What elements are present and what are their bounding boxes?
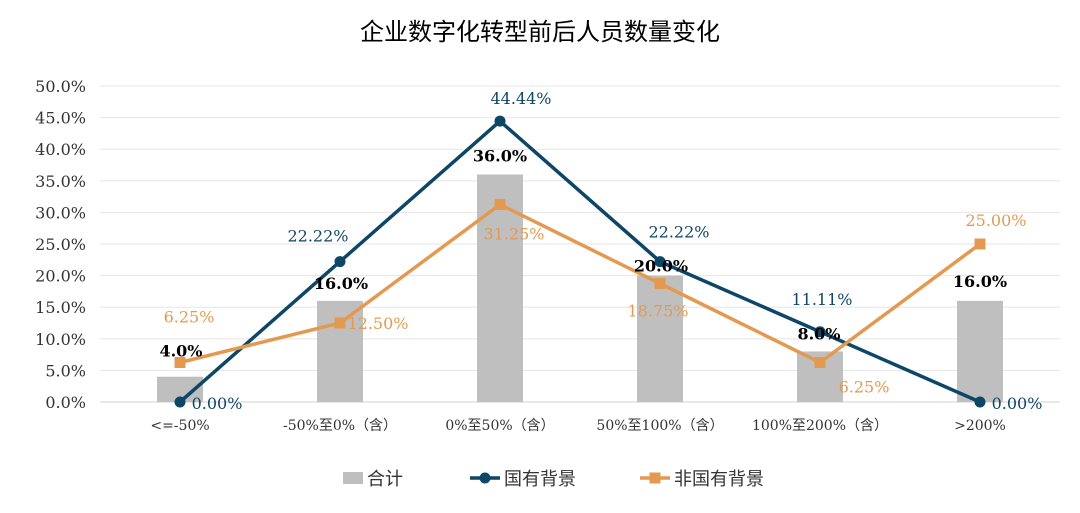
data-label: 0.00% xyxy=(192,394,243,413)
y-tick-label: 10.0% xyxy=(35,330,86,349)
y-tick-label: 45.0% xyxy=(35,109,86,128)
legend-label: 国有背景 xyxy=(504,469,576,490)
data-label: 22.22% xyxy=(648,223,709,242)
legend-marker xyxy=(479,472,491,484)
data-label: 16.0% xyxy=(953,272,1007,291)
data-label: 6.25% xyxy=(164,308,215,327)
y-tick-label: 25.0% xyxy=(35,235,86,254)
line-point xyxy=(974,238,986,250)
y-tick-label: 20.0% xyxy=(35,267,86,286)
line-series-2 xyxy=(179,202,982,365)
data-label: 18.75% xyxy=(627,302,688,321)
y-tick-label: 30.0% xyxy=(35,203,86,222)
data-label: 16.0% xyxy=(314,274,368,293)
bar-5 xyxy=(957,300,1003,402)
data-label: 44.44% xyxy=(490,89,551,108)
line-point xyxy=(494,199,506,210)
x-tick-label: 50%至100%（含） xyxy=(596,418,723,434)
line-series-1 xyxy=(178,118,981,404)
legend-label: 合计 xyxy=(367,469,403,490)
data-label: 6.25% xyxy=(839,378,890,397)
y-tick-label: 15.0% xyxy=(35,298,86,317)
data-label: 25.00% xyxy=(965,211,1026,230)
line-point xyxy=(654,278,666,289)
line-point xyxy=(174,357,186,368)
y-tick-label: 0.0% xyxy=(45,393,86,412)
bar-3 xyxy=(637,275,683,402)
y-tick-label: 40.0% xyxy=(35,140,86,159)
x-tick-label: >200% xyxy=(954,418,1006,434)
data-label: 0.00% xyxy=(992,394,1043,413)
legend-swatch-bar xyxy=(343,472,363,484)
y-tick-label: 35.0% xyxy=(35,172,86,191)
x-tick-label: 100%至200%（含） xyxy=(752,418,888,434)
line-point xyxy=(494,115,506,127)
line-point xyxy=(334,317,346,329)
line-point xyxy=(174,396,186,408)
line-point xyxy=(814,326,826,338)
data-label: 31.25% xyxy=(483,225,544,244)
line-point xyxy=(974,396,986,408)
legend-marker xyxy=(649,472,661,484)
legend-label: 非国有背景 xyxy=(674,469,764,490)
data-label: 22.22% xyxy=(287,227,348,246)
line-point xyxy=(654,256,666,268)
data-label: 8.0% xyxy=(797,324,840,343)
x-tick-label: <=-50% xyxy=(150,418,209,434)
data-label: 20.0% xyxy=(634,257,688,276)
chart-title: 企业数字化转型前后人员数量变化 xyxy=(360,18,720,46)
data-label: 11.11% xyxy=(791,290,852,309)
data-label: 12.50% xyxy=(347,314,408,333)
line-point xyxy=(334,256,346,268)
line-point xyxy=(814,357,826,368)
x-tick-label: 0%至50%（含） xyxy=(445,418,554,434)
y-tick-label: 50.0% xyxy=(35,77,86,96)
y-tick-label: 5.0% xyxy=(45,361,86,380)
data-label: 4.0% xyxy=(159,342,202,361)
data-label: 36.0% xyxy=(473,146,527,165)
x-tick-label: -50%至0%（含） xyxy=(283,418,397,434)
